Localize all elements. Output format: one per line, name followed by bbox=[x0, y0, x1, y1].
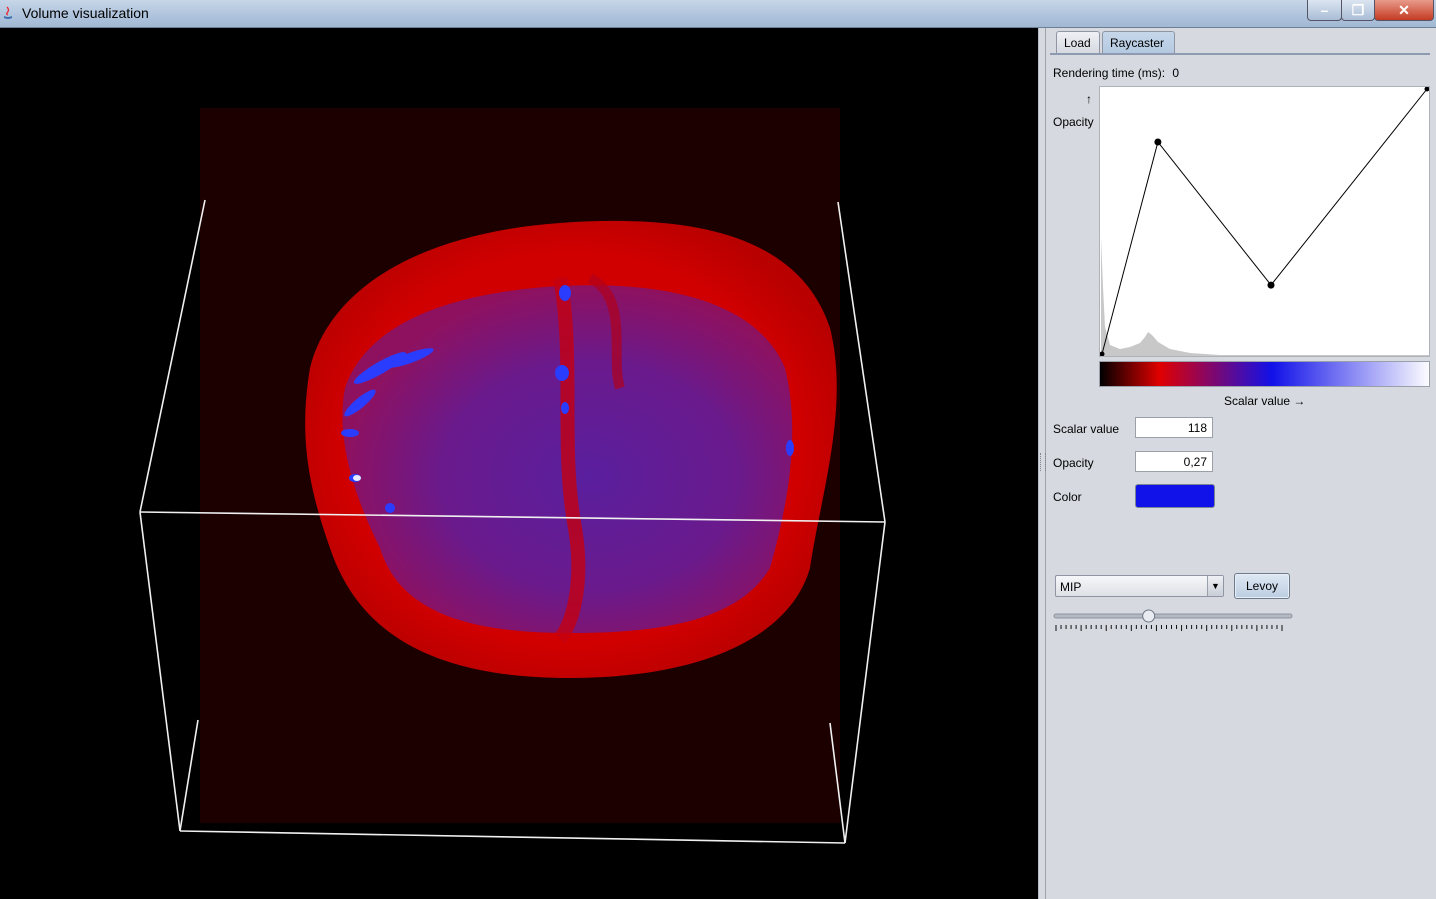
opacity-label: Opacity bbox=[1053, 456, 1094, 470]
transfer-function-plot[interactable] bbox=[1100, 87, 1429, 356]
scalar-value-field[interactable]: 118 bbox=[1135, 417, 1213, 438]
rendering-time-label: Rendering time (ms): bbox=[1053, 66, 1166, 80]
tab-underline bbox=[1050, 53, 1430, 55]
volume-render-image bbox=[139, 108, 886, 844]
title-bar: Volume visualization – ❐ ✕ bbox=[0, 0, 1436, 28]
rendering-time-value: 0 bbox=[1172, 66, 1180, 80]
rendering-time: Rendering time (ms): 0 bbox=[1053, 66, 1183, 80]
tf-control-point[interactable] bbox=[1424, 87, 1430, 92]
maximize-button[interactable]: ❐ bbox=[1341, 0, 1375, 21]
scalar-histogram bbox=[1101, 237, 1429, 356]
opacity-field[interactable]: 0,27 bbox=[1135, 451, 1213, 472]
chevron-down-icon[interactable]: ▼ bbox=[1207, 576, 1223, 596]
scalar-value-label: Scalar value bbox=[1053, 422, 1120, 436]
color-label: Color bbox=[1053, 490, 1082, 504]
tf-control-point[interactable] bbox=[1154, 138, 1162, 146]
bounding-box-wireframe bbox=[139, 199, 886, 844]
tab-load[interactable]: Load bbox=[1056, 31, 1100, 54]
opacity-axis-label: Opacity bbox=[1053, 115, 1094, 129]
tf-control-point[interactable] bbox=[1100, 351, 1105, 357]
minimize-button[interactable]: – bbox=[1307, 0, 1342, 21]
tf-control-point[interactable] bbox=[1267, 281, 1275, 289]
levoy-button[interactable]: Levoy bbox=[1234, 573, 1290, 599]
render-slider[interactable] bbox=[1053, 608, 1293, 634]
raycaster-control-panel: Load Raycaster Rendering time (ms): 0 ↑ … bbox=[1046, 28, 1436, 899]
tab-raycaster[interactable]: Raycaster bbox=[1102, 31, 1175, 54]
volume-render-viewport[interactable] bbox=[0, 28, 1038, 899]
java-icon bbox=[4, 6, 12, 19]
slider-thumb[interactable] bbox=[1142, 609, 1156, 623]
color-swatch-button[interactable] bbox=[1135, 484, 1215, 508]
close-button[interactable]: ✕ bbox=[1374, 0, 1434, 21]
up-arrow-icon: ↑ bbox=[1086, 92, 1092, 106]
transfer-function-editor[interactable] bbox=[1099, 86, 1430, 357]
opacity-curve bbox=[1101, 88, 1428, 355]
split-pane-divider[interactable] bbox=[1038, 28, 1046, 899]
colormap-bar bbox=[1099, 361, 1430, 387]
render-mode-value: MIP bbox=[1060, 580, 1082, 594]
render-mode-select[interactable]: MIP ▼ bbox=[1055, 575, 1224, 597]
scalar-axis-label: Scalar value → bbox=[1224, 394, 1306, 408]
window-title: Volume visualization bbox=[22, 5, 149, 21]
divider-grip[interactable] bbox=[1040, 453, 1046, 471]
